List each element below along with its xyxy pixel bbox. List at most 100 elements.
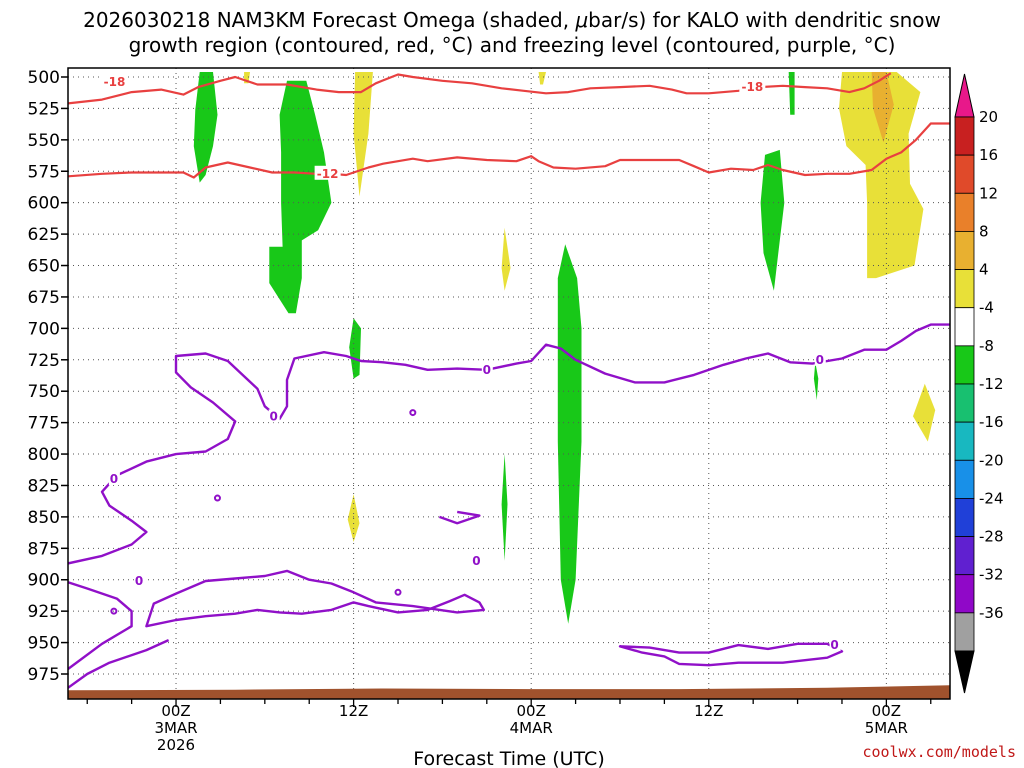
colorbar-label-2: 12 <box>979 184 998 202</box>
y-tick-label-850: 850 <box>28 508 60 528</box>
freezing-contour-5 <box>438 510 481 525</box>
omega-region-9 <box>538 72 546 85</box>
freezing-contour-1 <box>145 569 485 628</box>
colorbar-bottom-arrow <box>954 650 975 694</box>
y-tick-label-650: 650 <box>28 257 60 277</box>
omega-region-6 <box>501 454 508 561</box>
colorbar-label-11: -28 <box>979 528 1004 546</box>
x-tick-label-6-1: 3MAR <box>154 719 197 737</box>
dgz-label-bg-1 <box>314 165 341 180</box>
y-tick-label-575: 575 <box>28 162 60 182</box>
colorbar-label-6: -8 <box>979 337 994 355</box>
dgz-contour--12 <box>68 122 950 179</box>
colorbar-label-12: -32 <box>979 566 1004 584</box>
x-tick-label-18-0: 12Z <box>339 702 368 720</box>
freezing-blob-2 <box>110 607 118 615</box>
y-tick-label-550: 550 <box>28 131 60 151</box>
freezing-label-bg-extra-3 <box>471 553 483 567</box>
freezing-label-bg-0 <box>481 362 493 376</box>
colorbar-band-7 <box>954 383 975 423</box>
colorbar-label-9: -20 <box>979 451 1004 469</box>
freezing-contour-label-extra-2: 0 <box>816 353 824 367</box>
dgz-contour-label-0: -18 <box>104 75 126 89</box>
freezing-blob-3 <box>394 588 402 596</box>
x-tick-label-6-2: 2026 <box>157 736 195 754</box>
dgz-contour-label-1: -12 <box>317 167 339 181</box>
y-axis: 500 525 550 575 600 625 650 675 700 725 750 775 800 8… <box>28 68 68 685</box>
omega-region-1 <box>269 80 332 314</box>
colorbar-band-13 <box>954 612 975 652</box>
colorbar-band-2 <box>954 192 975 232</box>
colorbar-label-5: -4 <box>979 299 994 317</box>
plot-area: -18 -12 -18 0 0 0 0 0 0 0 <box>68 68 950 699</box>
credit-label: coolwx.com/models <box>862 743 1016 761</box>
x-tick-label-30-0: 00Z <box>517 702 546 720</box>
terrain-layer <box>68 685 950 699</box>
dgz-contour-layer: -18 -12 -18 <box>68 72 950 181</box>
colorbar-band-12 <box>954 574 975 614</box>
colorbar-label-13: -36 <box>979 604 1004 622</box>
x-tick-label-54-0: 00Z <box>872 702 901 720</box>
y-tick-label-800: 800 <box>28 445 60 465</box>
y-tick-label-950: 950 <box>28 634 60 654</box>
freezing-contour-label-extra-0: 0 <box>270 409 278 423</box>
y-tick-label-825: 825 <box>28 476 60 496</box>
plot-frame <box>67 67 951 700</box>
y-tick-label-900: 900 <box>28 571 60 591</box>
y-tick-label-975: 975 <box>28 665 60 685</box>
x-tick-label-54-1: 5MAR <box>865 719 908 737</box>
y-tick-label-775: 775 <box>28 414 60 434</box>
y-tick-label-525: 525 <box>28 99 60 119</box>
colorbar-label-3: 8 <box>979 222 989 240</box>
freezing-contour-label-0: 0 <box>483 363 491 377</box>
x-axis-title: Forecast Time (UTC) <box>413 748 604 768</box>
dgz-contour-label-extra: -18 <box>741 80 763 94</box>
omega-region-12 <box>813 362 819 400</box>
freezing-contour-2 <box>618 642 844 667</box>
y-tick-label-675: 675 <box>28 288 60 308</box>
colorbar-label-0: 20 <box>979 108 998 126</box>
freezing-contour-3 <box>68 581 133 670</box>
omega-region-15 <box>871 72 894 143</box>
freezing-blob-1 <box>409 409 417 417</box>
terrain-ground <box>68 685 950 699</box>
freezing-contour-4 <box>68 639 170 689</box>
omega-region-2 <box>353 72 373 197</box>
dgz-contour--18 <box>68 72 892 105</box>
x-tick-label-30-1: 4MAR <box>510 719 553 737</box>
omega-region-13 <box>913 383 936 442</box>
freezing-label-bg-1 <box>134 573 146 587</box>
colorbar-band-11 <box>954 536 975 576</box>
chart-title-line-1: 2026030218 NAM3KM Forecast Omega (shaded… <box>83 8 941 32</box>
omega-region-5 <box>501 227 511 291</box>
omega-shading-layer <box>193 72 936 624</box>
y-tick-label-750: 750 <box>28 382 60 402</box>
y-tick-label-500: 500 <box>28 68 60 88</box>
y-tick-label-625: 625 <box>28 225 60 245</box>
freezing-label-bg-extra-0 <box>268 409 280 423</box>
freezing-contour-label-1: 0 <box>135 574 143 588</box>
freezing-blob-0 <box>213 494 221 502</box>
omega-region-10 <box>788 72 795 115</box>
colorbar-band-10 <box>954 498 975 537</box>
dgz-label-bg-0 <box>101 74 128 89</box>
dgz-label-bg-extra <box>739 79 766 94</box>
colorbar-label-7: -12 <box>979 375 1004 393</box>
omega-region-7 <box>557 244 582 624</box>
omega-region-11 <box>760 149 785 291</box>
freezing-contour-label-2: 0 <box>830 638 838 652</box>
colorbar-label-4: 4 <box>979 261 989 279</box>
colorbar-band-4 <box>954 269 975 309</box>
colorbar-label-1: 16 <box>979 146 998 164</box>
colorbar-band-8 <box>954 421 975 461</box>
colorbar-band-5 <box>954 307 975 347</box>
colorbar-band-3 <box>954 231 975 270</box>
omega-region-0 <box>193 72 218 183</box>
omega-region-3 <box>349 318 361 379</box>
colorbar-label-8: -16 <box>979 413 1004 431</box>
colorbar-band-1 <box>954 154 975 194</box>
omega-region-14 <box>839 72 924 279</box>
x-tick-label-6-0: 00Z <box>161 702 190 720</box>
